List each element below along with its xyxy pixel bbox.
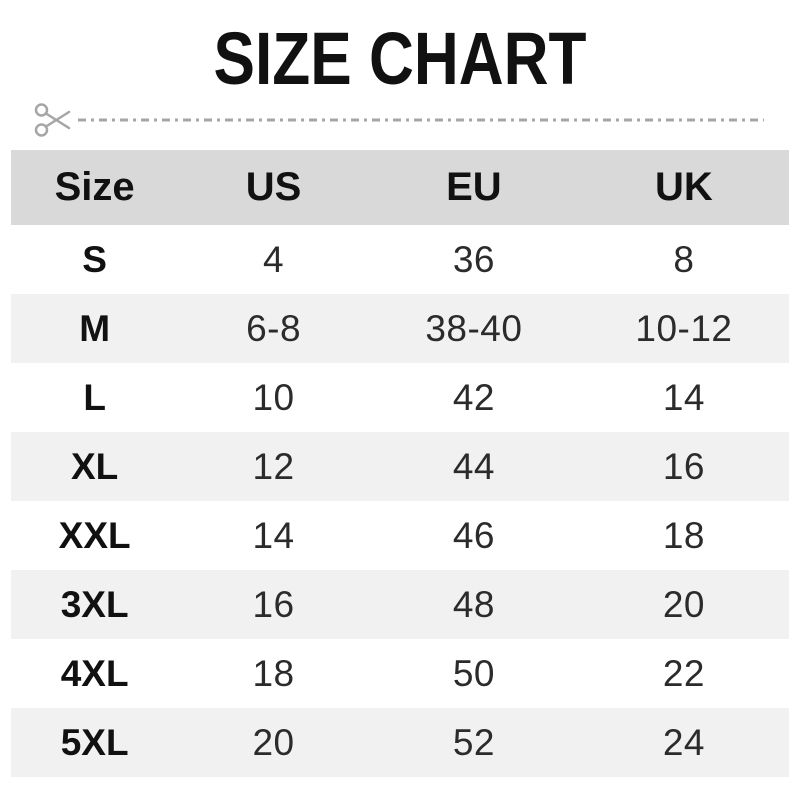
header-cell-us: US <box>245 165 302 209</box>
cell-uk: 20 <box>662 583 706 625</box>
cell-eu: 42 <box>452 376 495 418</box>
cell-uk: 22 <box>662 652 706 694</box>
table-row: 4XL 18 50 22 <box>11 639 789 708</box>
cell-uk: 18 <box>662 514 706 556</box>
header-cell-eu: EU <box>446 165 502 209</box>
header-cell-uk: UK <box>655 165 713 209</box>
cell-size: M <box>79 307 111 349</box>
cell-eu: 46 <box>452 514 495 556</box>
cell-us: 6-8 <box>246 307 302 349</box>
table-row: XXL 14 46 18 <box>11 501 789 570</box>
cell-size: S <box>82 238 107 280</box>
table-row: M 6-8 38-40 10-12 <box>11 294 789 363</box>
cell-us: 18 <box>252 652 295 694</box>
cell-uk: 16 <box>662 445 706 487</box>
cell-us: 14 <box>252 514 295 556</box>
cell-us: 12 <box>252 445 295 487</box>
cell-size: 3XL <box>60 583 129 625</box>
header-cell-size: Size <box>54 165 135 209</box>
cell-size: 5XL <box>60 721 129 763</box>
cell-eu: 36 <box>452 238 495 280</box>
cell-us: 16 <box>252 583 295 625</box>
cut-line <box>34 98 764 142</box>
cell-uk: 8 <box>673 238 695 280</box>
dashed-cut-line <box>78 118 764 122</box>
table-row: XL 12 44 16 <box>11 432 789 501</box>
table-row: 3XL 16 48 20 <box>11 570 789 639</box>
cell-uk: 24 <box>662 721 706 763</box>
table-body: S 4 36 8 M 6-8 38-40 10-12 L 10 42 14 XL 12 44 16 XXL 14 4… <box>11 225 789 777</box>
cell-uk: 10-12 <box>635 307 733 349</box>
page-title: SIZE CHART <box>0 22 800 96</box>
cell-size: XXL <box>58 514 131 556</box>
scissors-icon <box>34 103 71 137</box>
cell-size: XL <box>70 445 119 487</box>
cell-us: 10 <box>252 376 295 418</box>
table-row: S 4 36 8 <box>11 225 789 294</box>
table-row: L 10 42 14 <box>11 363 789 432</box>
table-header-row: Size US EU UK <box>11 150 789 225</box>
table-row: 5XL 20 52 24 <box>11 708 789 777</box>
cell-eu: 48 <box>452 583 495 625</box>
cell-size: 4XL <box>60 652 129 694</box>
cell-size: L <box>83 376 106 418</box>
cell-eu: 44 <box>452 445 495 487</box>
cell-eu: 52 <box>452 721 495 763</box>
cell-us: 4 <box>263 238 285 280</box>
cell-us: 20 <box>252 721 295 763</box>
cell-uk: 14 <box>662 376 706 418</box>
cell-eu: 50 <box>452 652 495 694</box>
cell-eu: 38-40 <box>425 307 523 349</box>
page-title-text: SIZE CHART <box>213 17 587 100</box>
size-table: Size US EU UK S 4 36 8 M 6-8 38-40 10-12 L 10 42 14… <box>11 150 789 777</box>
